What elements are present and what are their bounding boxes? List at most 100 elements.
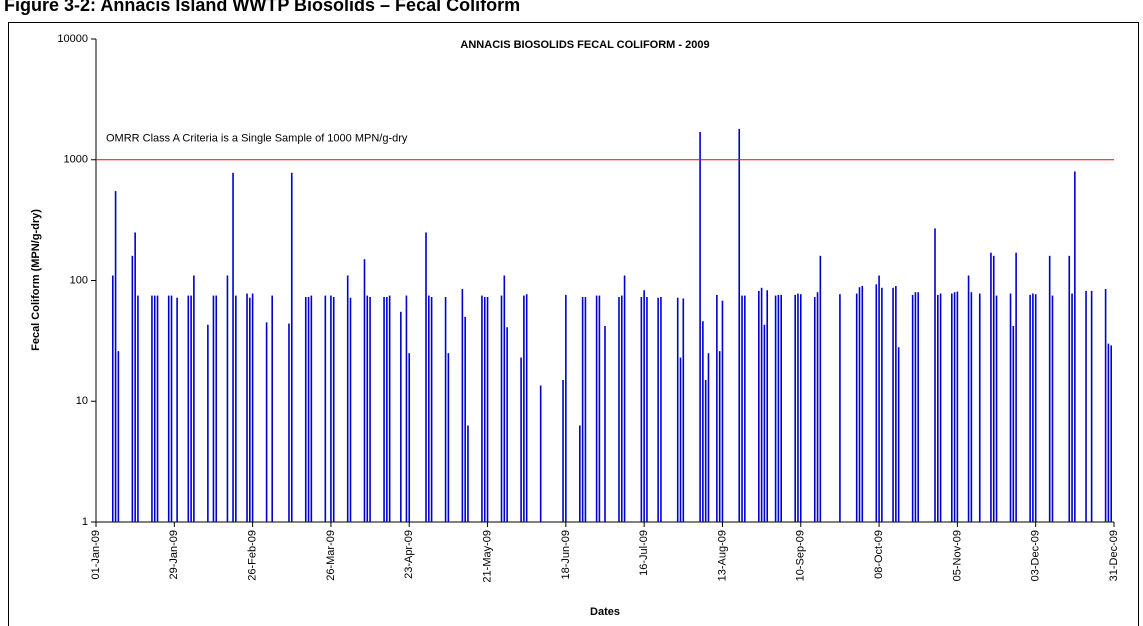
bar bbox=[911, 294, 914, 522]
bar bbox=[643, 290, 645, 522]
bar bbox=[581, 297, 584, 522]
bar bbox=[1085, 290, 1087, 522]
bar bbox=[604, 325, 606, 522]
bar bbox=[307, 297, 310, 522]
y-tick-label: 1000 bbox=[64, 154, 88, 166]
bar bbox=[212, 295, 215, 522]
bar bbox=[215, 295, 218, 522]
bar bbox=[226, 275, 229, 522]
bar bbox=[310, 295, 313, 522]
bar bbox=[193, 275, 195, 522]
bar bbox=[447, 353, 450, 522]
bar bbox=[430, 297, 433, 522]
bar bbox=[486, 297, 489, 522]
bar bbox=[1110, 345, 1113, 522]
bar bbox=[1090, 290, 1093, 522]
bar bbox=[702, 321, 704, 522]
bar bbox=[467, 425, 469, 522]
bar bbox=[618, 297, 620, 522]
bar bbox=[855, 293, 858, 522]
bar bbox=[895, 286, 897, 522]
bar bbox=[861, 286, 864, 522]
bar bbox=[1034, 294, 1037, 522]
x-tick-label: 21-May-09 bbox=[481, 530, 493, 583]
bar bbox=[813, 297, 816, 522]
bar bbox=[956, 291, 959, 522]
bar bbox=[562, 379, 564, 522]
bar bbox=[500, 295, 503, 522]
bar bbox=[330, 295, 332, 522]
x-tick-label: 23-Apr-09 bbox=[403, 530, 415, 579]
x-tick-label: 01-Jan-09 bbox=[90, 530, 102, 580]
bar bbox=[970, 292, 973, 522]
bar bbox=[235, 295, 237, 522]
bar bbox=[539, 385, 542, 522]
bar bbox=[506, 327, 508, 522]
bar bbox=[332, 297, 335, 522]
chart-frame bbox=[8, 22, 1139, 626]
bar bbox=[481, 295, 483, 522]
bar bbox=[657, 297, 659, 522]
bar bbox=[660, 297, 662, 522]
x-tick-label: 03-Dec-09 bbox=[1030, 530, 1042, 581]
bar bbox=[232, 172, 234, 522]
bar bbox=[967, 275, 970, 522]
bar bbox=[950, 293, 953, 522]
bar bbox=[819, 255, 822, 522]
x-tick-label: 29-Jan-09 bbox=[168, 530, 180, 580]
bar bbox=[858, 287, 861, 522]
bar bbox=[366, 295, 369, 522]
bar bbox=[428, 295, 430, 522]
bar bbox=[839, 294, 841, 522]
bar bbox=[875, 284, 878, 522]
y-tick-label: 10 bbox=[76, 395, 88, 407]
x-tick-label: 18-Jun-09 bbox=[560, 530, 572, 580]
bar bbox=[917, 292, 920, 522]
bar bbox=[304, 297, 307, 522]
bar bbox=[878, 275, 880, 522]
bar bbox=[156, 295, 159, 522]
bar bbox=[461, 289, 464, 522]
bar bbox=[774, 295, 777, 522]
bar bbox=[114, 191, 117, 523]
figure-header: Figure 3-2: Annacis Island WWTP Biosolid… bbox=[4, 0, 520, 15]
y-axis-title: Fecal Coliform (MPN/g-dry) bbox=[30, 209, 42, 351]
bar bbox=[151, 295, 153, 522]
bar bbox=[718, 351, 721, 522]
bar bbox=[679, 357, 682, 522]
bar bbox=[134, 232, 136, 523]
x-tick-label: 10-Sep-09 bbox=[795, 530, 807, 581]
x-tick-label: 31-Dec-09 bbox=[1108, 530, 1120, 581]
bar bbox=[288, 323, 290, 522]
bar bbox=[699, 131, 701, 523]
bar bbox=[598, 295, 601, 522]
bar bbox=[111, 275, 114, 522]
bar bbox=[1074, 171, 1076, 522]
y-tick-label: 10000 bbox=[57, 33, 88, 45]
bar bbox=[251, 293, 254, 522]
x-tick-label: 16-Jul-09 bbox=[638, 530, 650, 576]
bar bbox=[271, 295, 273, 522]
y-tick-label: 1 bbox=[82, 516, 88, 528]
bar bbox=[595, 295, 598, 522]
bar bbox=[763, 324, 766, 522]
x-tick-label: 05-Nov-09 bbox=[951, 530, 963, 581]
bar bbox=[766, 290, 769, 522]
bar bbox=[676, 297, 679, 522]
annotation: OMRR Class A Criteria is a Single Sample… bbox=[106, 133, 408, 145]
bar bbox=[176, 297, 178, 522]
bar bbox=[799, 294, 802, 522]
bar bbox=[794, 294, 796, 522]
bar bbox=[246, 293, 248, 522]
bar bbox=[1104, 289, 1107, 522]
x-axis-title: Dates bbox=[590, 606, 620, 618]
bar bbox=[170, 295, 173, 522]
bar bbox=[265, 322, 268, 522]
bar bbox=[117, 351, 120, 522]
bar bbox=[704, 379, 707, 522]
bar bbox=[995, 295, 998, 522]
bar bbox=[1015, 252, 1017, 523]
chart-title: ANNACIS BIOSOLIDS FECAL COLIFORM - 2009 bbox=[460, 39, 709, 51]
bar bbox=[914, 292, 917, 522]
